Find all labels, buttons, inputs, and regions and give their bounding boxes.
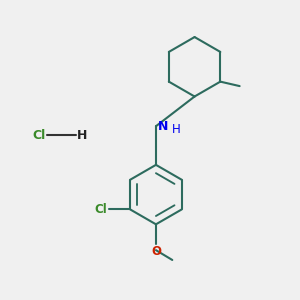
Text: N: N <box>158 120 168 133</box>
Text: H: H <box>171 123 180 136</box>
Text: O: O <box>151 245 161 258</box>
Text: Cl: Cl <box>33 129 46 142</box>
Text: H: H <box>77 129 88 142</box>
Text: Cl: Cl <box>94 203 107 216</box>
